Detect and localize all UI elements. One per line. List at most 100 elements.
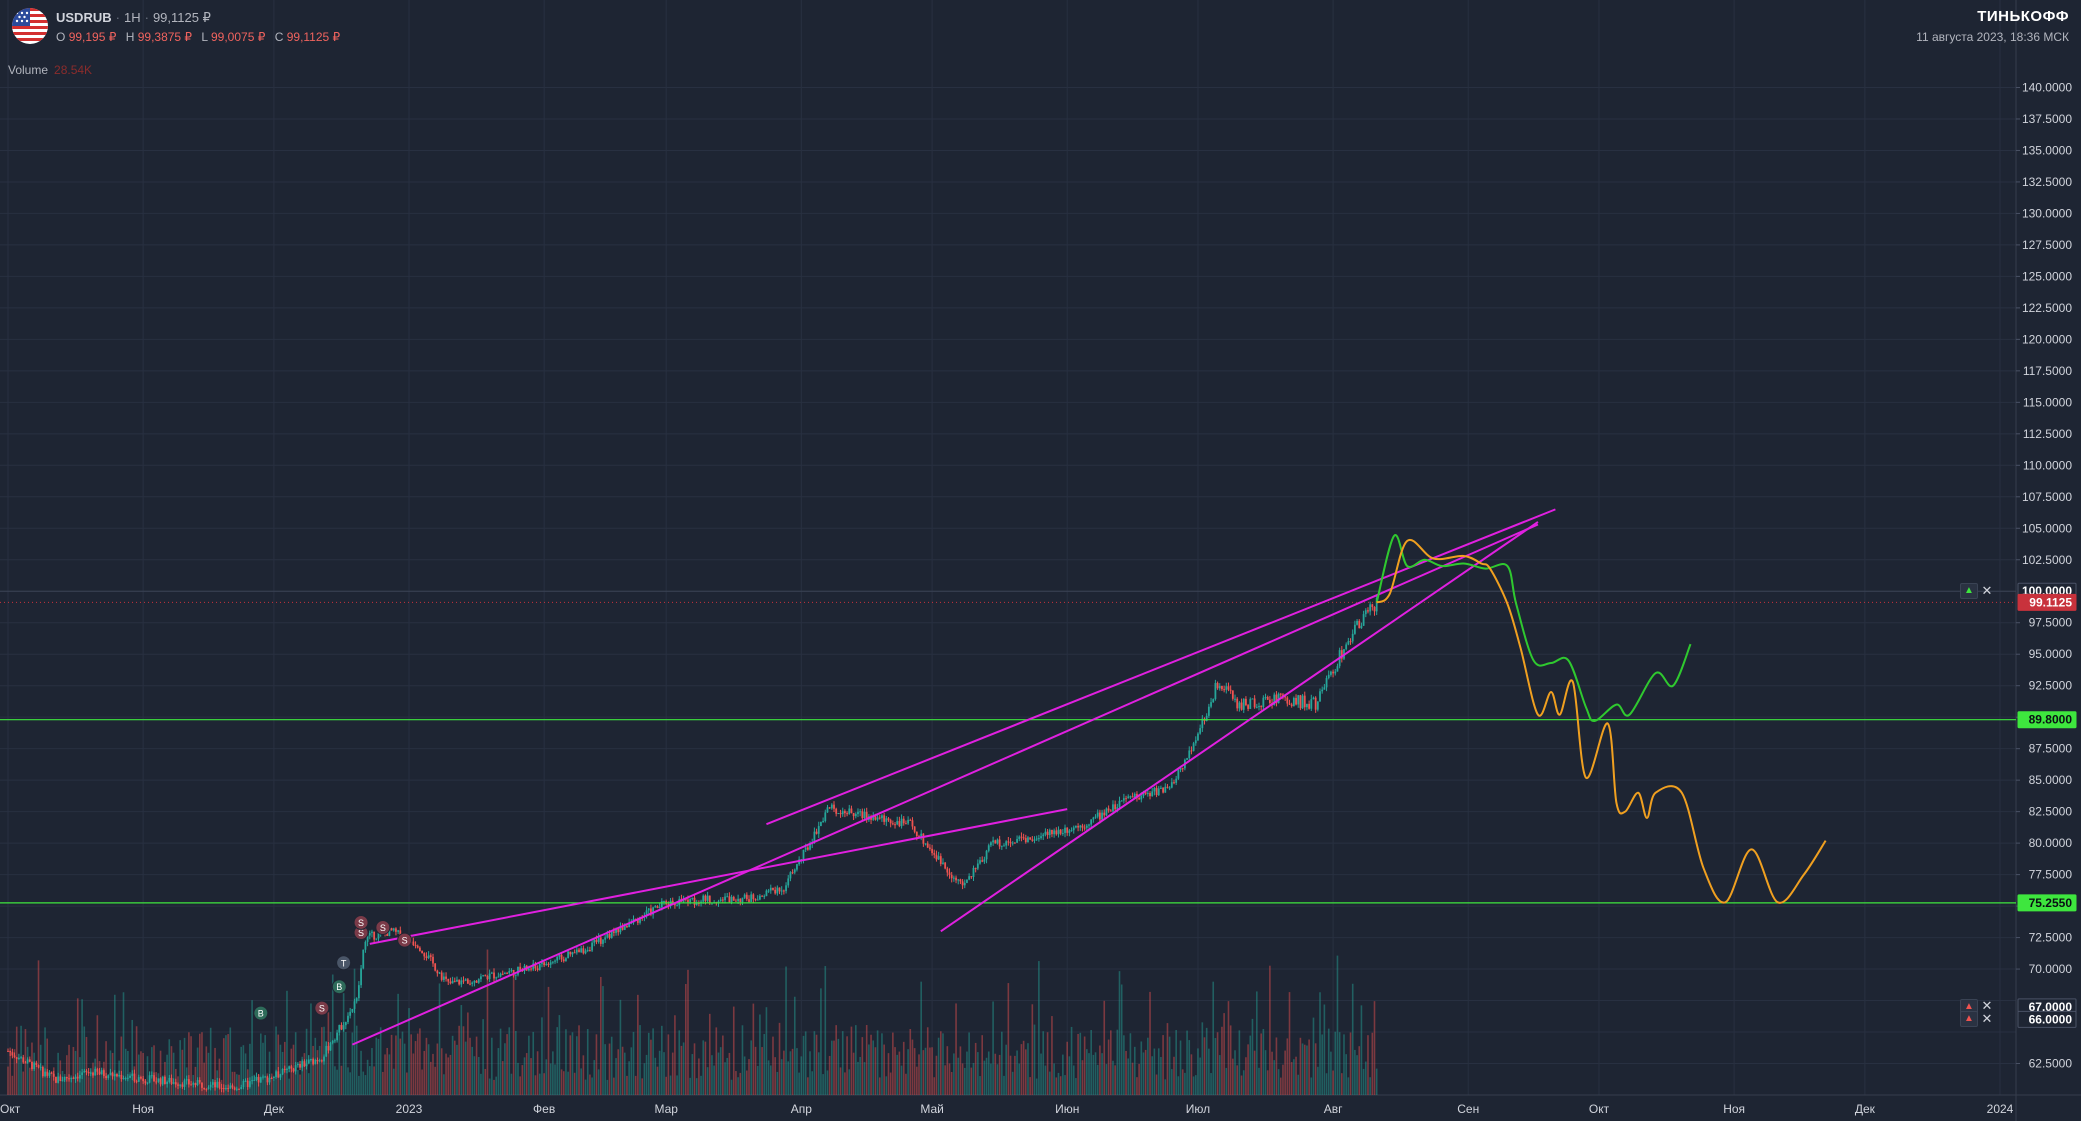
candle-body — [323, 1056, 325, 1062]
volume-bar — [961, 1063, 964, 1095]
candle-body — [1301, 695, 1304, 709]
candle-body — [874, 815, 877, 820]
volume-bar — [750, 1040, 752, 1095]
candle-body — [652, 907, 655, 915]
candle-body — [340, 1025, 343, 1030]
candle-body — [11, 1052, 14, 1056]
brand-name: ТИНЬКОФФ — [1977, 8, 2069, 25]
volume-bar — [1164, 1079, 1167, 1095]
volume-bar — [1020, 1044, 1023, 1095]
volume-bar — [1094, 1052, 1097, 1095]
candle-body — [166, 1081, 168, 1085]
candle-body — [296, 1064, 299, 1066]
candle-body — [1249, 699, 1252, 709]
volume-bar — [874, 1047, 877, 1095]
volume-bar — [105, 1041, 107, 1095]
alert-bell-icon-green[interactable]: ▲ — [1960, 583, 1978, 600]
candle-body — [59, 1076, 62, 1081]
symbol-name[interactable]: USDRUB — [56, 10, 112, 25]
volume-bar — [438, 983, 441, 1095]
candle-body — [1064, 827, 1066, 833]
price-tick-label: 85.0000 — [2029, 773, 2073, 787]
volume-bar — [521, 1065, 524, 1095]
candle-body — [1323, 687, 1326, 690]
candle-body — [72, 1077, 75, 1079]
remove-alert-close-icon[interactable]: ✕ — [1981, 998, 1993, 1014]
candle-body — [1031, 839, 1034, 841]
candle-body — [1083, 827, 1086, 829]
volume-bar — [1131, 1062, 1134, 1095]
volume-bar — [872, 1040, 875, 1095]
price-tick-label: 132.5000 — [2022, 175, 2072, 189]
price-scale[interactable]: 62.500070.000072.500075.000077.500080.00… — [2016, 80, 2073, 1071]
candle-body — [1037, 838, 1040, 840]
candle-body — [1075, 825, 1077, 828]
volume-bar — [578, 1025, 580, 1095]
candle-body — [684, 898, 687, 900]
candle-body — [907, 819, 910, 824]
alert-bell-icon-red[interactable]: ▲ — [1960, 1011, 1978, 1028]
candle-body — [591, 942, 593, 951]
price-tick-label: 115.0000 — [2023, 395, 2072, 409]
candle-body — [1138, 797, 1141, 800]
candle-body — [331, 1040, 334, 1043]
time-scale[interactable]: Окт Ноя Дек 2023 Фев Мар Апр Май Июн Июл Авг Сен Окт… — [0, 1102, 2014, 1116]
volume-bar — [510, 1073, 513, 1095]
volume-bar — [146, 1056, 149, 1095]
volume-bar — [251, 1000, 253, 1095]
volume-bar — [916, 1066, 918, 1095]
interval-label[interactable]: 1H — [123, 10, 141, 25]
volume-bar — [1081, 1060, 1084, 1095]
candle-body — [68, 1078, 70, 1080]
volume-bar — [765, 1007, 768, 1095]
candle-body — [1371, 604, 1374, 607]
volume-bar — [1249, 1035, 1252, 1095]
candle-body — [1314, 697, 1317, 710]
remove-alert-close-icon[interactable]: ✕ — [1981, 1010, 1993, 1026]
volume-bar — [1009, 1055, 1012, 1095]
volume-bar — [205, 1046, 208, 1095]
volume-bar — [430, 1061, 432, 1095]
volume-bar — [1079, 1032, 1082, 1095]
candle-body — [1266, 697, 1269, 700]
volume-bar — [425, 1037, 428, 1095]
candle-body — [909, 819, 912, 821]
candle-body — [854, 814, 857, 817]
volume-bar — [826, 1070, 829, 1095]
candle-body — [822, 820, 825, 823]
volume-legend[interactable]: Volume 28.54K — [8, 63, 92, 77]
candle-body — [508, 971, 511, 974]
candle-body — [33, 1062, 36, 1070]
volume-bar — [902, 1041, 905, 1095]
remove-alert-close-icon[interactable]: ✕ — [1981, 582, 1993, 598]
trendlines — [351, 508, 1556, 1046]
candle-body — [654, 906, 657, 908]
candle-body — [1369, 604, 1372, 612]
volume-bar — [447, 1057, 450, 1095]
volume-bar — [362, 1071, 365, 1095]
volume-bar — [229, 1027, 232, 1095]
candle-body — [17, 1057, 20, 1060]
candle-body — [26, 1059, 29, 1063]
volume-bar — [822, 1074, 824, 1095]
price-tick-label: 92.5000 — [2029, 679, 2073, 693]
candle-body — [198, 1080, 201, 1083]
volume-bar — [329, 1031, 332, 1095]
candle-body — [739, 898, 742, 903]
volume-bar — [353, 968, 356, 1095]
volume-bar — [652, 1028, 654, 1095]
candle-body — [706, 895, 709, 901]
candle-body — [1022, 837, 1025, 839]
time-tick-label: Авг — [1324, 1102, 1343, 1116]
candle-body — [312, 1058, 315, 1065]
volume-bar — [179, 1040, 181, 1095]
candle-body — [318, 1060, 321, 1062]
candle-body — [1284, 696, 1287, 698]
candle-body — [687, 899, 689, 903]
candle-body — [1081, 825, 1084, 828]
candle-body — [334, 1040, 336, 1042]
volume-bar — [996, 1064, 999, 1095]
candle-body — [353, 1001, 356, 1009]
